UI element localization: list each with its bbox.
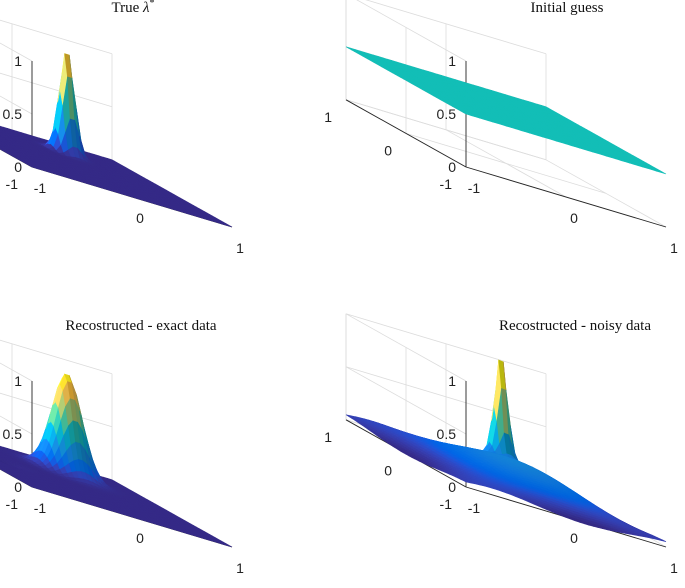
x-tick-label: 0	[136, 210, 144, 226]
y-tick-label: 0	[384, 142, 392, 158]
y-tick-label: -1	[6, 176, 19, 192]
x-axis-line	[465, 166, 667, 228]
y-tick-label: 1	[324, 109, 332, 125]
z-tick-label: 1	[448, 53, 456, 69]
y-tick-label: -1	[440, 176, 453, 192]
z-tick-label: 0	[14, 159, 22, 175]
surface-mesh	[0, 53, 233, 228]
surface-face	[658, 170, 667, 175]
z-tick-label: 0	[448, 159, 456, 175]
x-tick-label: 0	[570, 210, 578, 226]
panel-title: Initial guess	[531, 0, 604, 16]
z-tick-label: 1	[14, 53, 22, 69]
z-tick-label: 0.5	[437, 106, 457, 122]
surface-face	[224, 223, 233, 228]
y-axis-line	[345, 99, 467, 168]
panel-title: True λ*	[111, 0, 154, 16]
x-tick-label: -1	[468, 180, 481, 196]
x-tick-label: 1	[236, 240, 244, 256]
tick-labels: 00.51-101-101	[3, 53, 245, 256]
axes-lines	[345, 61, 667, 228]
x-tick-label: 1	[670, 240, 678, 256]
surface-mesh	[0, 373, 233, 548]
x-tick-label: -1	[34, 180, 47, 196]
z-tick-label: 0.5	[3, 106, 23, 122]
surface-mesh	[345, 46, 667, 175]
